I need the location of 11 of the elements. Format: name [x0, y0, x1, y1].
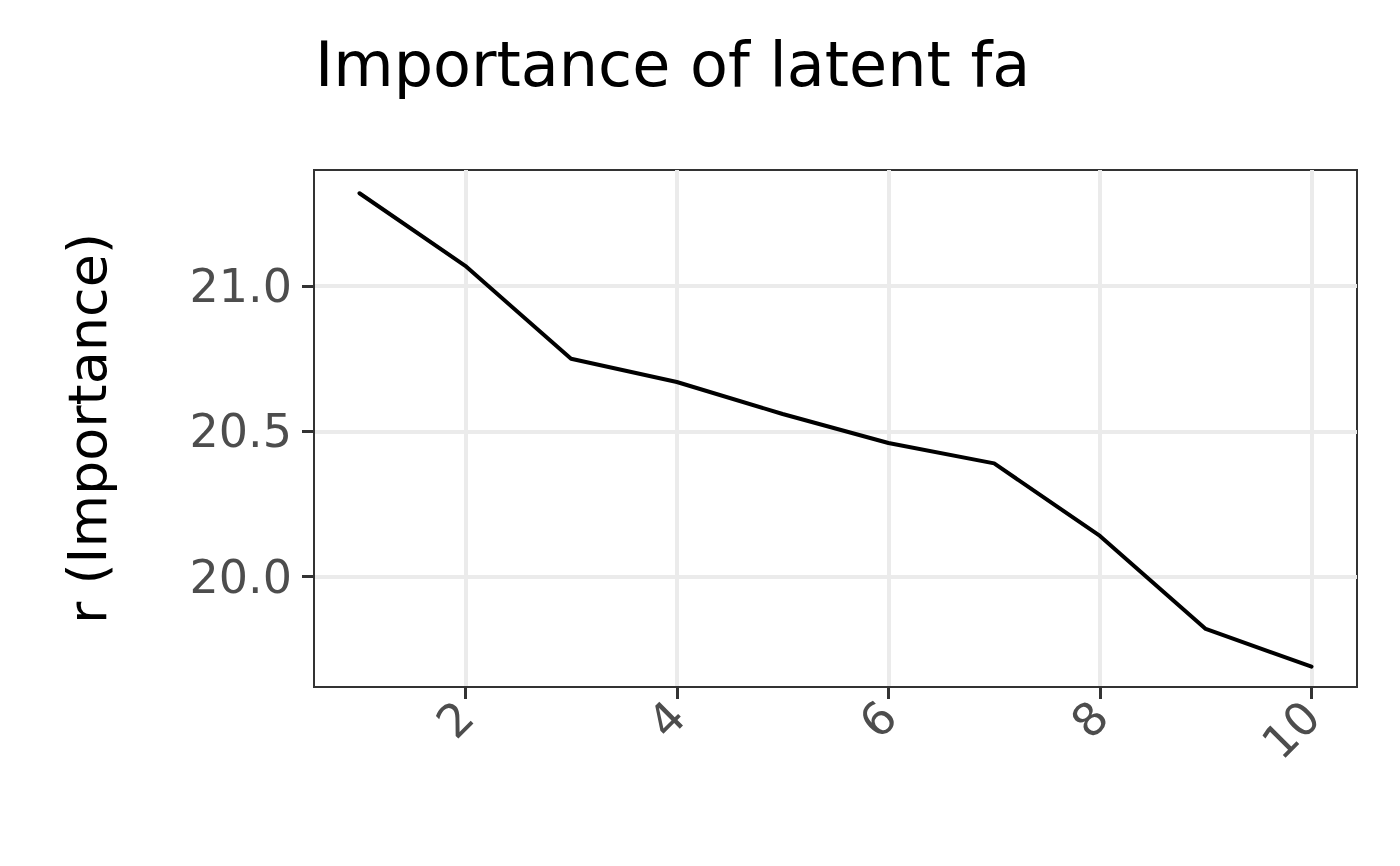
y-tick-label: 20.5 — [189, 404, 292, 459]
line-series — [357, 191, 1314, 669]
x-tick-label: 4 — [637, 689, 696, 749]
y-tick-label: 20.0 — [189, 549, 292, 604]
x-tick-label: 8 — [1060, 689, 1120, 749]
x-tick-label: 2 — [425, 689, 485, 749]
y-axis-title: r (Importance) — [55, 233, 119, 624]
x-tick-label: 6 — [848, 689, 908, 749]
x-tick-label: 10 — [1251, 689, 1331, 770]
chart-title: Importance of latent fa — [315, 27, 1031, 101]
y-tick-label: 21.0 — [189, 259, 292, 314]
